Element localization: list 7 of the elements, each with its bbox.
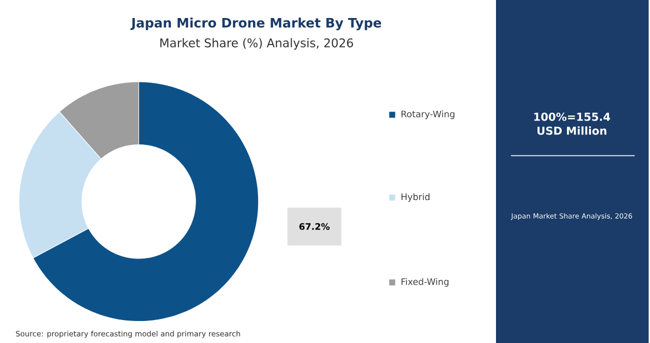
legend-label: Fixed-Wing: [402, 278, 448, 287]
data-label: 67.2%: [299, 223, 330, 230]
chart-title: Japan Micro Drone Market By Type: [130, 17, 382, 30]
legend-label: Rotary-Wing: [402, 110, 454, 119]
legend-label: Hybrid: [402, 193, 430, 202]
text: 100%=155.4 USD Million: [534, 112, 610, 135]
chart-subtitle: Market Share (%) Analysis, 2026: [160, 38, 354, 50]
